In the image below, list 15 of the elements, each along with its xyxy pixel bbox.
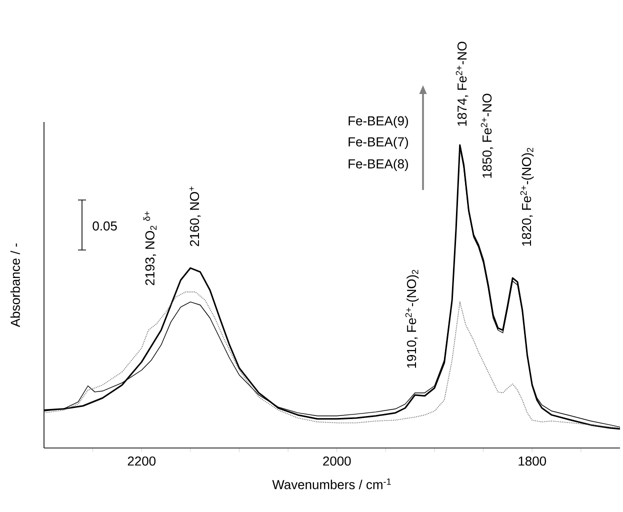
y-axis-title: Absorbance / - (10, 243, 20, 328)
x-tick-label: 1800 (518, 456, 546, 466)
x-tick-label: 2000 (323, 456, 351, 466)
annotation: Fe-BEA(7) (348, 136, 408, 150)
annotation: 2193, NO$_{2}$ δ+ (143, 211, 157, 286)
annotation: 1820, Fe$^{2+}$-(NO)$_{2}$ (520, 148, 534, 246)
annotation: 1850, Fe$^{2+}$-NO (480, 94, 494, 178)
annotation: 2160, NO$^{+}$ (189, 186, 201, 246)
x-axis-title: Wavenumbers / cm$^{-1}$ (272, 478, 391, 490)
annotation: 0.05 (92, 221, 117, 231)
text: Fe-BEA(9) (348, 116, 408, 128)
x-tick-label: 2200 (128, 456, 156, 466)
annotation: Fe-BEA(8) (348, 158, 408, 172)
annotation: 1910, Fe$^{2+}$-(NO)$_{2}$ (405, 270, 419, 368)
text: 1874, Fe$^{2+}$-NO (456, 42, 468, 126)
